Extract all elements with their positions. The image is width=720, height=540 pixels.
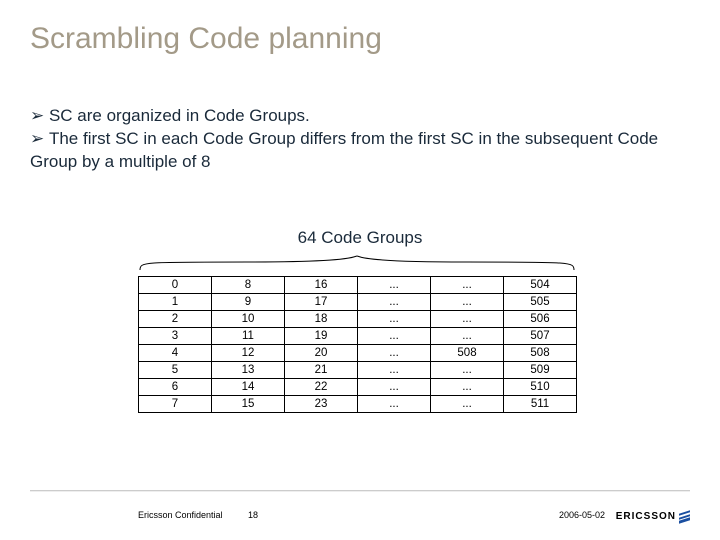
table-cell: 11 — [212, 328, 285, 345]
table-cell: 21 — [285, 362, 358, 379]
table-cell: 20 — [285, 345, 358, 362]
slide-title: Scrambling Code planning — [30, 22, 382, 56]
table-cell: ... — [358, 328, 431, 345]
table-cell: ... — [358, 396, 431, 413]
bullet-1: ➢ SC are organized in Code Groups. — [30, 105, 690, 128]
table-cell: 509 — [504, 362, 577, 379]
table-cell: ... — [431, 328, 504, 345]
table-cell: 505 — [504, 294, 577, 311]
table-row: 6 14 22 ... ... 510 — [139, 379, 577, 396]
bullet-list: ➢ SC are organized in Code Groups. ➢ The… — [30, 105, 690, 174]
code-groups-caption: 64 Code Groups — [0, 228, 720, 248]
table-cell: 4 — [139, 345, 212, 362]
table-row: 1 9 17 ... ... 505 — [139, 294, 577, 311]
table-cell: 508 — [504, 345, 577, 362]
bullet-arrow-icon: ➢ — [30, 106, 49, 125]
table-cell: 12 — [212, 345, 285, 362]
logo-bars-icon — [679, 510, 690, 523]
table-cell: 507 — [504, 328, 577, 345]
table-cell: 5 — [139, 362, 212, 379]
footer-date: 2006-05-02 — [559, 510, 605, 520]
table-cell: ... — [358, 379, 431, 396]
table-cell: 9 — [212, 294, 285, 311]
table-cell: 10 — [212, 311, 285, 328]
table-row: 5 13 21 ... ... 509 — [139, 362, 577, 379]
table-cell: ... — [431, 294, 504, 311]
table-cell: 6 — [139, 379, 212, 396]
table-cell: 15 — [212, 396, 285, 413]
brace-icon — [138, 254, 576, 272]
table-cell: 1 — [139, 294, 212, 311]
table-cell: ... — [431, 396, 504, 413]
bullet-1-text: SC are organized in Code Groups. — [49, 106, 310, 125]
table-cell: ... — [358, 277, 431, 294]
table-row: 4 12 20 ... 508 508 — [139, 345, 577, 362]
logo-text: ERICSSON — [616, 511, 676, 522]
table-cell: 18 — [285, 311, 358, 328]
footer-divider — [30, 490, 690, 492]
table-row: 7 15 23 ... ... 511 — [139, 396, 577, 413]
table-cell: 13 — [212, 362, 285, 379]
table-cell: ... — [431, 362, 504, 379]
table-cell: ... — [358, 345, 431, 362]
table-cell: ... — [431, 379, 504, 396]
bullet-2: ➢ The first SC in each Code Group differ… — [30, 128, 690, 174]
table-cell: 23 — [285, 396, 358, 413]
bullet-arrow-icon: ➢ — [30, 129, 49, 148]
table-cell: 14 — [212, 379, 285, 396]
footer-page-number: 18 — [248, 510, 258, 520]
table-cell: 504 — [504, 277, 577, 294]
table-cell: 17 — [285, 294, 358, 311]
table-row: 3 11 19 ... ... 507 — [139, 328, 577, 345]
table-cell: 2 — [139, 311, 212, 328]
table-cell: 511 — [504, 396, 577, 413]
table-cell: 16 — [285, 277, 358, 294]
table-cell: ... — [431, 311, 504, 328]
table-cell: 8 — [212, 277, 285, 294]
table-cell: ... — [358, 294, 431, 311]
table-cell: 22 — [285, 379, 358, 396]
table-row: 2 10 18 ... ... 506 — [139, 311, 577, 328]
table-cell: 508 — [431, 345, 504, 362]
table-cell: 3 — [139, 328, 212, 345]
table-cell: 19 — [285, 328, 358, 345]
table-cell: 506 — [504, 311, 577, 328]
bullet-2-text: The first SC in each Code Group differs … — [30, 129, 658, 171]
table-cell: ... — [358, 311, 431, 328]
slide-footer: Ericsson Confidential 18 2006-05-02 ERIC… — [0, 500, 720, 520]
code-groups-table: 0 8 16 ... ... 504 1 9 17 ... ... 505 2 … — [138, 276, 577, 413]
table-row: 0 8 16 ... ... 504 — [139, 277, 577, 294]
footer-confidential: Ericsson Confidential — [138, 510, 223, 520]
table-cell: 510 — [504, 379, 577, 396]
table-cell: 0 — [139, 277, 212, 294]
ericsson-logo: ERICSSON — [616, 511, 690, 522]
table-cell: 7 — [139, 396, 212, 413]
table-cell: ... — [358, 362, 431, 379]
table-cell: ... — [431, 277, 504, 294]
